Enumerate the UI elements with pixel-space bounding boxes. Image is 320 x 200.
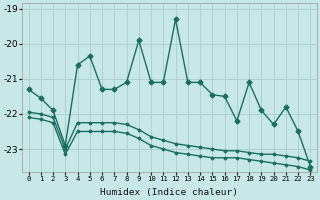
X-axis label: Humidex (Indice chaleur): Humidex (Indice chaleur): [100, 188, 238, 197]
